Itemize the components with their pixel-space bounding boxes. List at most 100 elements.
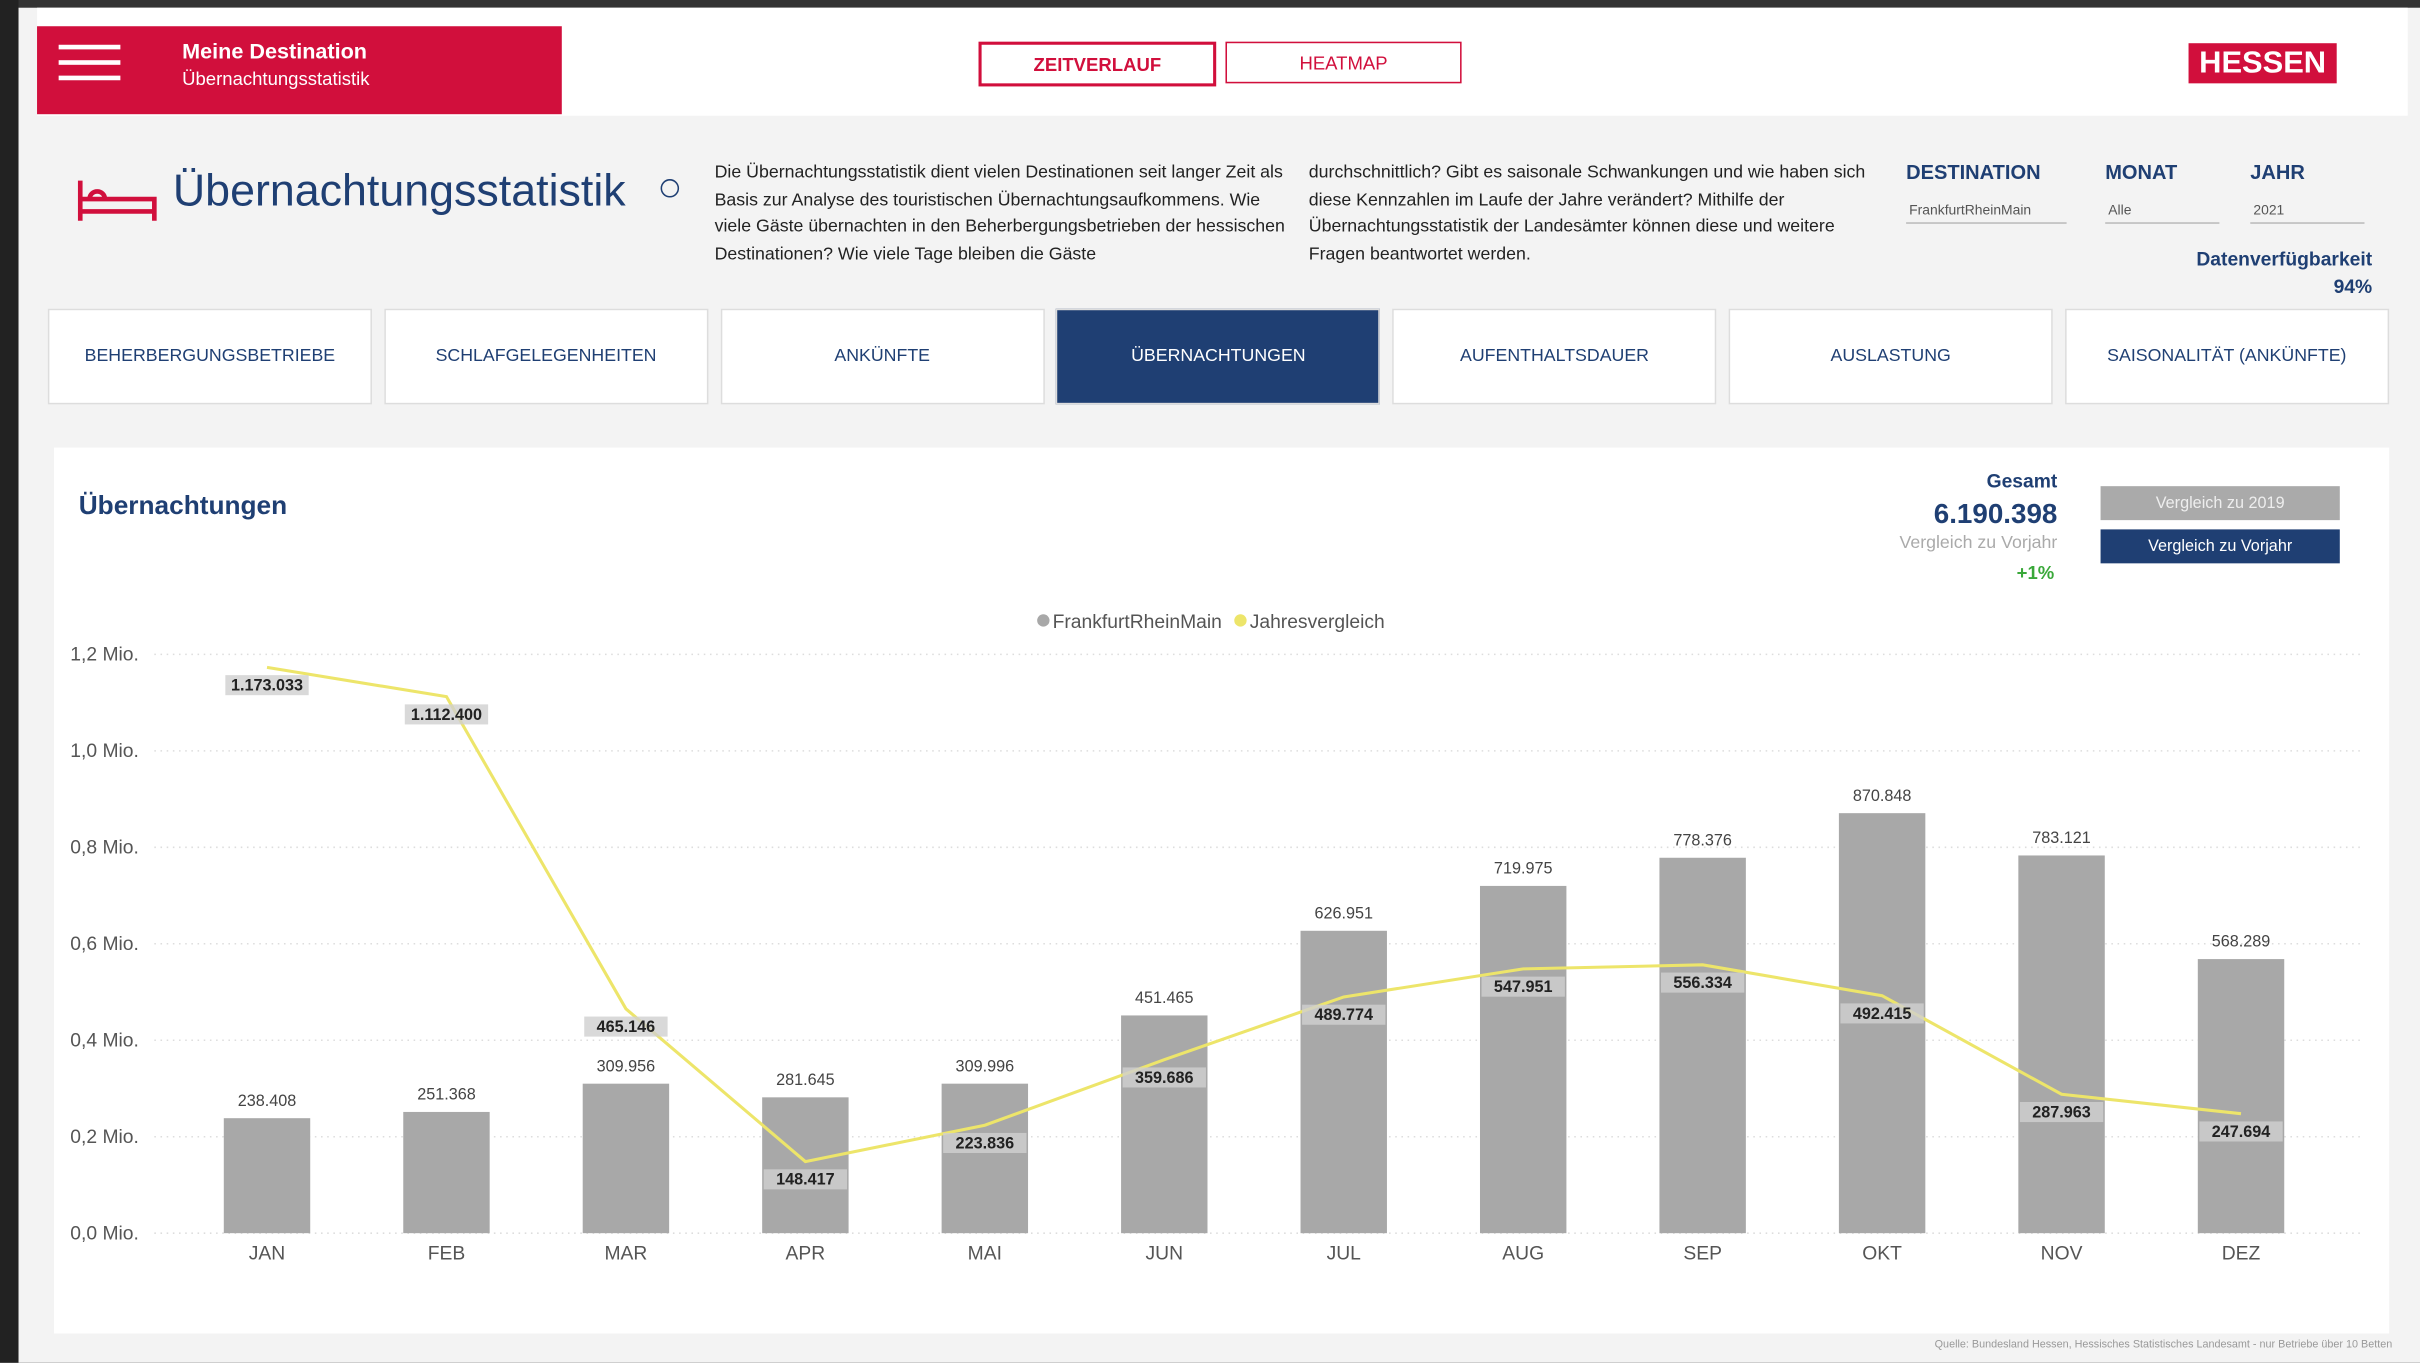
x-tick-label: JAN	[249, 1243, 285, 1264]
bar	[2197, 959, 2285, 1234]
line-value-label: 359.686	[1135, 1069, 1194, 1087]
legend-label: FrankfurtRheinMain	[1053, 612, 1222, 633]
line-value-label: 1.112.400	[411, 706, 482, 724]
card-title: Übernachtungen	[78, 490, 288, 521]
bar	[2018, 855, 2105, 1234]
top-strip	[0, 0, 2420, 8]
left-strip	[0, 0, 19, 1363]
tab[interactable]: ÜBERNACHTUNGEN	[1056, 308, 1381, 405]
line-value-label: 489.774	[1314, 1006, 1373, 1024]
filter-select[interactable]: 2021	[2250, 198, 2365, 224]
line-label-bg	[1660, 972, 1745, 993]
line-label-bg	[943, 1132, 1027, 1153]
y-tick-label: 0,2 Mio.	[70, 1127, 139, 1148]
bar-value-label: 626.951	[1314, 904, 1373, 922]
bar-value-label: 309.956	[597, 1057, 656, 1075]
total-label: Gesamt	[1986, 470, 2058, 493]
nav-button[interactable]: HEATMAP	[1225, 41, 1462, 84]
y-tick-label: 0,8 Mio.	[70, 838, 139, 859]
bar-value-label: 719.975	[1494, 860, 1553, 878]
tab[interactable]: SAISONALITÄT (ANKÜNFTE)	[2064, 308, 2389, 405]
bar-value-label: 309.996	[956, 1057, 1015, 1075]
bar-value-label: 251.368	[417, 1086, 476, 1104]
line-value-label: 556.334	[1673, 974, 1732, 992]
x-tick-label: JUN	[1146, 1243, 1184, 1264]
x-tick-label: DEZ	[2222, 1243, 2261, 1264]
filter-label: MONAT	[2105, 160, 2178, 184]
y-tick-label: 1,0 Mio.	[70, 741, 139, 762]
bar	[762, 1097, 849, 1234]
line-label-bg	[1302, 1004, 1386, 1025]
line-label-bg	[2199, 1121, 2283, 1142]
intro-text: durchschnittlich? Gibt es saisonale Schw…	[1308, 163, 1866, 264]
line-value-label: 247.694	[2212, 1123, 2271, 1141]
compare-button[interactable]: Vergleich zu Vorjahr	[2100, 529, 2340, 564]
availability-value: 94%	[2333, 276, 2373, 298]
line-label-bg	[584, 1016, 668, 1037]
bar-value-label: 281.645	[776, 1071, 835, 1089]
tab[interactable]: AUFENTHALTSDAUER	[1392, 308, 1717, 405]
bar-value-label: 238.408	[238, 1092, 297, 1110]
filter-label: DESTINATION	[1906, 160, 2041, 184]
bar-value-label: 870.848	[1853, 787, 1912, 805]
line-value-label: 148.417	[776, 1171, 835, 1189]
x-tick-label: NOV	[2041, 1243, 2083, 1264]
info-icon[interactable]	[660, 179, 680, 198]
line-value-label: 547.951	[1494, 978, 1553, 996]
page-title: Übernachtungsstatistik	[172, 166, 626, 217]
bar	[1121, 1015, 1208, 1234]
compare-button[interactable]: Vergleich zu 2019	[2100, 486, 2340, 521]
bar	[403, 1111, 490, 1234]
y-tick-label: 0,6 Mio.	[70, 934, 139, 955]
bar	[1479, 885, 1567, 1234]
line	[266, 665, 2242, 1164]
line-value-label: 492.415	[1853, 1005, 1912, 1023]
line-label-bg	[1122, 1067, 1206, 1088]
x-tick-label: SEP	[1683, 1243, 1722, 1264]
change-value: +1%	[2016, 561, 2055, 584]
bar-value-label: 778.376	[1673, 831, 1732, 849]
bar	[582, 1083, 670, 1234]
x-tick-label: MAR	[604, 1243, 647, 1264]
line-label-bg	[763, 1169, 848, 1190]
x-tick-label: MAI	[968, 1243, 1002, 1264]
menu-icon[interactable]	[58, 44, 121, 50]
tab[interactable]: BEHERBERGUNGSBETRIEBE	[47, 308, 372, 405]
tab[interactable]: AUSLASTUNG	[1728, 308, 2053, 405]
line-value-label: 1.173.033	[231, 677, 303, 695]
legend-label: Jahresvergleich	[1250, 612, 1385, 633]
line-label-bg	[1840, 1003, 1924, 1024]
x-tick-label: FEB	[428, 1243, 466, 1264]
intro-text: Die Übernachtungsstatistik dient vielen …	[714, 163, 1285, 264]
legend-dot	[1234, 614, 1247, 627]
line-label-bg	[404, 704, 489, 725]
line-label-bg	[1481, 976, 1565, 997]
bed-icon	[77, 180, 157, 221]
line-label-bg	[225, 675, 309, 696]
header-title: Meine Destination	[182, 38, 368, 64]
filter-select[interactable]: Alle	[2105, 198, 2220, 224]
line-value-label: 287.963	[2032, 1103, 2091, 1121]
nav-button[interactable]: ZEITVERLAUF	[978, 41, 1217, 87]
legend-dot	[1037, 614, 1050, 627]
y-tick-label: 0,4 Mio.	[70, 1030, 139, 1051]
y-tick-label: 1,2 Mio.	[70, 645, 139, 666]
x-tick-label: JUL	[1327, 1243, 1362, 1264]
x-tick-label: APR	[786, 1243, 826, 1264]
total-value: 6.190.398	[1933, 498, 2058, 530]
header-subtitle: Übernachtungsstatistik	[182, 67, 370, 90]
filter-select[interactable]: FrankfurtRheinMain	[1906, 198, 2067, 224]
source-note: Quelle: Bundesland Hessen, Hessisches St…	[1934, 1339, 2393, 1351]
tab[interactable]: ANKÜNFTE	[720, 308, 1045, 405]
bar-value-label: 451.465	[1135, 989, 1194, 1007]
x-tick-label: AUG	[1502, 1243, 1544, 1264]
line-value-label: 465.146	[597, 1018, 656, 1036]
compare-label: Vergleich zu Vorjahr	[1899, 534, 2058, 553]
tab[interactable]: SCHLAFGELEGENHEITEN	[383, 308, 709, 405]
line-value-label: 223.836	[956, 1134, 1015, 1152]
bar	[1300, 930, 1387, 1234]
bar	[1659, 857, 1746, 1234]
x-tick-label: OKT	[1862, 1243, 1902, 1264]
